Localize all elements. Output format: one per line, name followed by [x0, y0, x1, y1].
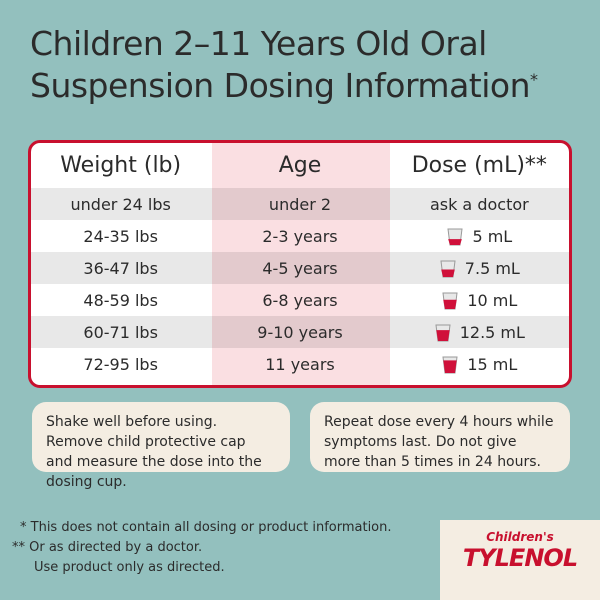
- header-row: Weight (lb) Age Dose (mL)**: [31, 143, 569, 188]
- cell-text: 2-3 years: [262, 226, 338, 246]
- table-cell: 24-35 lbs: [31, 227, 210, 246]
- footnote: Use product only as directed.: [34, 560, 225, 575]
- table-cell: 2-3 years: [210, 227, 389, 246]
- table-cell: 4-5 years: [210, 259, 389, 278]
- table-cell: 7.5 mL: [390, 258, 569, 278]
- dosing-table: Weight (lb) Age Dose (mL)** under 24 lbs und…: [28, 140, 572, 388]
- dose-cup: [435, 324, 451, 342]
- cell-text: 4-5 years: [262, 258, 338, 278]
- table-cell: 15 mL: [390, 354, 569, 374]
- title-mark: *: [530, 70, 538, 89]
- table-cell: 72-95 lbs: [31, 355, 210, 374]
- dose-cup: [442, 292, 458, 310]
- header-cell: Weight (lb): [60, 153, 182, 178]
- table-row: 36-47 lbs 4-5 years 7.5 mL: [31, 252, 569, 284]
- age-column-bg: [212, 143, 390, 385]
- cell-text: 6-8 years: [262, 290, 338, 310]
- cell-text: 15 mL: [467, 354, 518, 374]
- table-cell: 12.5 mL: [390, 322, 569, 342]
- cell-text: 60-71 lbs: [83, 322, 158, 342]
- table-row: 48-59 lbs 6-8 years 10 mL: [31, 284, 569, 316]
- cell-text: 24-35 lbs: [83, 226, 158, 246]
- header-cell: Dose (mL)**: [411, 153, 547, 178]
- table-cell: 10 mL: [390, 290, 569, 310]
- note: Shake well before using. Remove child pr…: [32, 402, 290, 490]
- table-cell: 48-59 lbs: [31, 291, 210, 310]
- table-row: under 24 lbs under 2 ask a doctor: [31, 188, 569, 220]
- cell-text: 7.5 mL: [464, 258, 520, 278]
- table-cell: 60-71 lbs: [31, 323, 210, 342]
- brand-name: TYLENOL: [462, 544, 578, 572]
- cell-text: 48-59 lbs: [83, 290, 158, 310]
- cell-text: 5 mL: [472, 226, 513, 246]
- dose-cup: [440, 260, 456, 278]
- title-line: Suspension Dosing Information*: [30, 66, 538, 105]
- table-row: 72-95 lbs 11 years 15 mL: [31, 348, 569, 380]
- header-cell: Age: [278, 153, 322, 178]
- table-cell: 5 mL: [390, 226, 569, 246]
- dose-cup: [442, 356, 458, 374]
- footnote: ** Or as directed by a doctor.: [12, 540, 203, 555]
- cell-text: ask a doctor: [429, 194, 529, 214]
- note: Repeat dose every 4 hours while symptoms…: [310, 402, 570, 472]
- title-line: Children 2–11 Years Old Oral: [30, 24, 487, 63]
- cell-text: under 2: [268, 194, 332, 214]
- cell-text: 36-47 lbs: [83, 258, 158, 278]
- table-row: 60-71 lbs 9-10 years 12.5 mL: [31, 316, 569, 348]
- table-cell: 36-47 lbs: [31, 259, 210, 278]
- table-cell: 9-10 years: [210, 323, 389, 342]
- cell-text: 11 years: [265, 354, 335, 374]
- table-cell: ask a doctor: [390, 195, 569, 214]
- cell-text: 9-10 years: [257, 322, 343, 342]
- cell-text: 10 mL: [467, 290, 518, 310]
- brand: Children's TYLENOL: [440, 520, 600, 600]
- footnote: * This does not contain all dosing or pr…: [20, 520, 392, 535]
- brand-top: Children's: [486, 530, 554, 544]
- title-text: Suspension Dosing Information: [30, 66, 531, 105]
- table-cell: 11 years: [210, 355, 389, 374]
- dose-cup: [447, 228, 464, 246]
- cell-text: 72-95 lbs: [83, 354, 158, 374]
- cell-text: 12.5 mL: [459, 322, 525, 342]
- table-cell: 6-8 years: [210, 291, 389, 310]
- table-row: 24-35 lbs 2-3 years 5 mL: [31, 220, 569, 252]
- table-cell: under 24 lbs: [31, 195, 210, 214]
- cell-text: under 24 lbs: [70, 194, 171, 214]
- table-cell: under 2: [210, 195, 389, 214]
